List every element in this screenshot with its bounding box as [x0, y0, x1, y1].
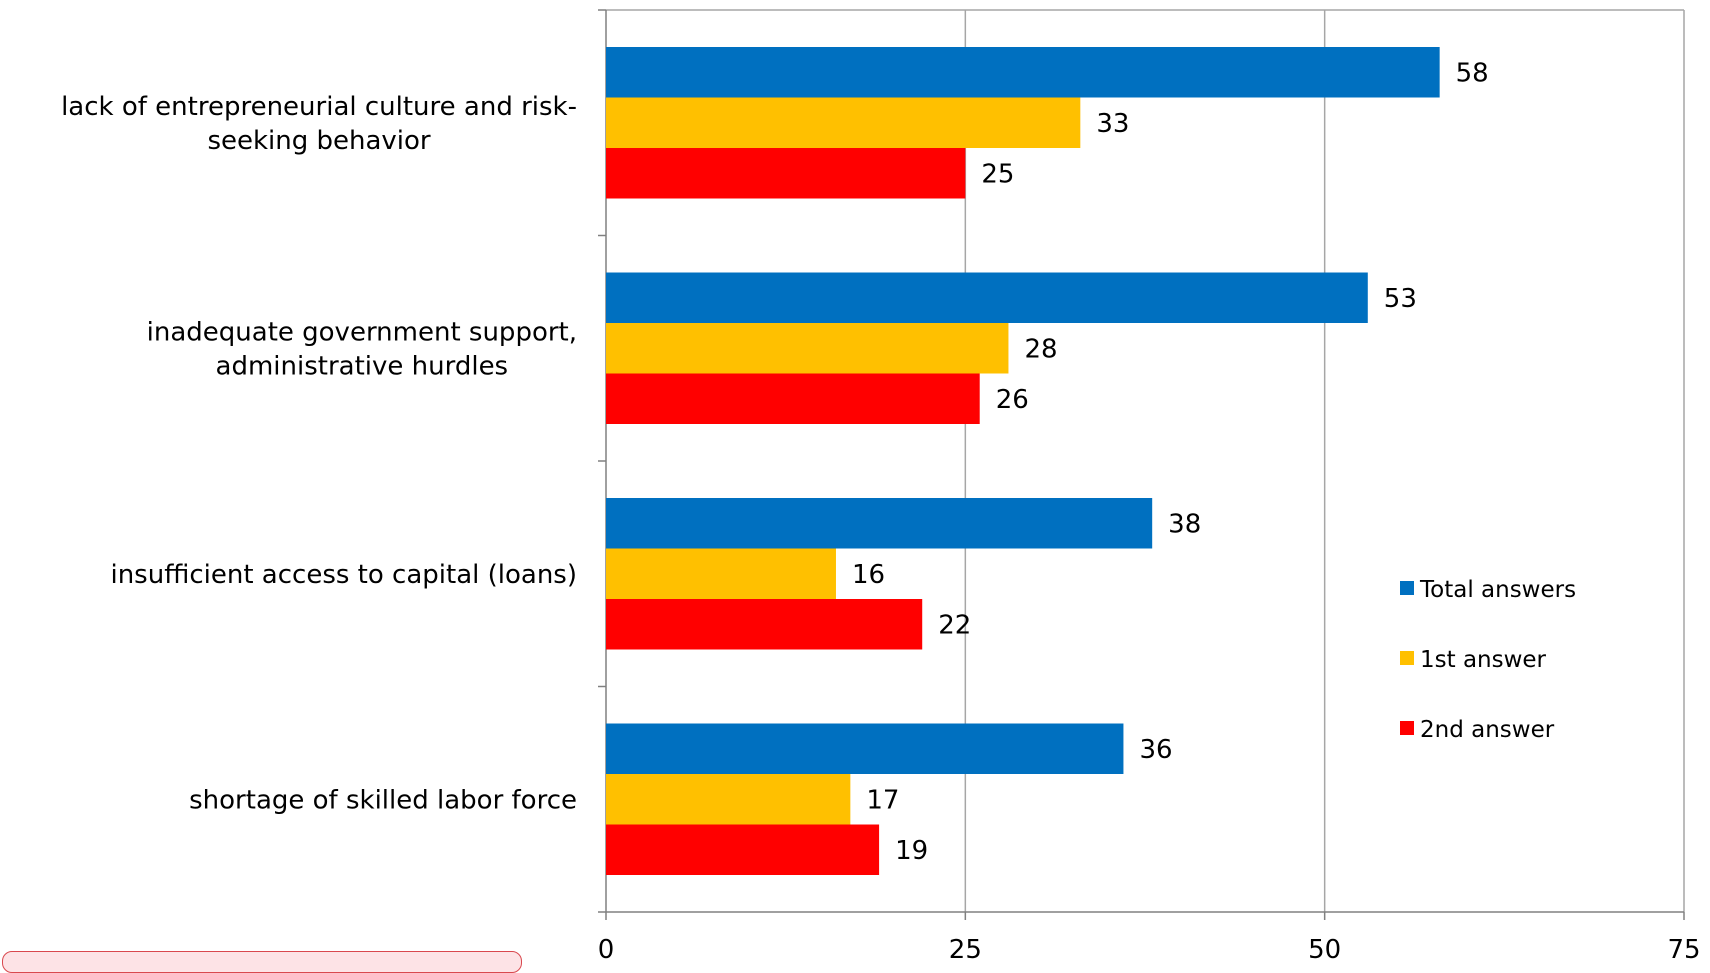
data-label: 33 [1096, 109, 1129, 139]
category-label-line: lack of entrepreneurial culture and risk… [61, 92, 577, 122]
data-label: 16 [852, 560, 885, 590]
note-box [2, 951, 522, 973]
data-label: 22 [938, 610, 971, 640]
bar [606, 47, 1440, 98]
bar [606, 97, 1081, 148]
bar [606, 824, 880, 875]
bar [606, 148, 966, 199]
x-tick-label: 25 [949, 935, 982, 959]
category-labels: lack of entrepreneurial culture and risk… [61, 92, 577, 816]
bar [606, 599, 923, 650]
legend-label: 1st answer [1420, 647, 1547, 673]
data-label: 19 [895, 836, 928, 866]
category-label-line: insufficient access to capital (loans) [110, 560, 577, 590]
bar [606, 498, 1153, 549]
legend-label: Total answers [1419, 577, 1576, 603]
bar [606, 723, 1124, 774]
category-label: shortage of skilled labor force [189, 785, 577, 815]
x-tick-label: 75 [1667, 935, 1700, 959]
data-label: 38 [1168, 509, 1201, 539]
data-label: 58 [1456, 58, 1489, 88]
data-label: 25 [981, 159, 1014, 189]
x-tick-labels: 0 25 50 75 [598, 935, 1701, 959]
bar [606, 774, 851, 825]
legend-swatch [1400, 721, 1414, 735]
x-tick-label: 50 [1308, 935, 1341, 959]
category-label: lack of entrepreneurial culture and risk… [61, 92, 577, 156]
data-label: 17 [866, 785, 899, 815]
category-label-line: administrative hurdles [216, 351, 509, 381]
data-label: 36 [1139, 735, 1172, 765]
data-labels: 58 33 25 53 28 26 38 16 22 36 17 19 [852, 58, 1489, 866]
legend-label: 2nd answer [1420, 717, 1555, 743]
bar [606, 272, 1368, 323]
legend: Total answers 1st answer 2nd answer [1400, 577, 1576, 743]
data-label: 26 [996, 385, 1029, 415]
category-label-line: shortage of skilled labor force [189, 785, 577, 815]
bars [606, 47, 1440, 875]
category-label-line: inadequate government support, [147, 317, 577, 347]
bar [606, 548, 836, 599]
x-tick-label: 0 [598, 935, 615, 959]
legend-swatch [1400, 651, 1414, 665]
category-label-line: seeking behavior [207, 126, 430, 156]
data-label: 53 [1384, 284, 1417, 314]
bar [606, 323, 1009, 374]
legend-swatch [1400, 581, 1414, 595]
data-label: 28 [1024, 334, 1057, 364]
category-label: insufficient access to capital (loans) [110, 560, 577, 590]
bar [606, 373, 980, 424]
category-label: inadequate government support, administra… [147, 317, 577, 381]
